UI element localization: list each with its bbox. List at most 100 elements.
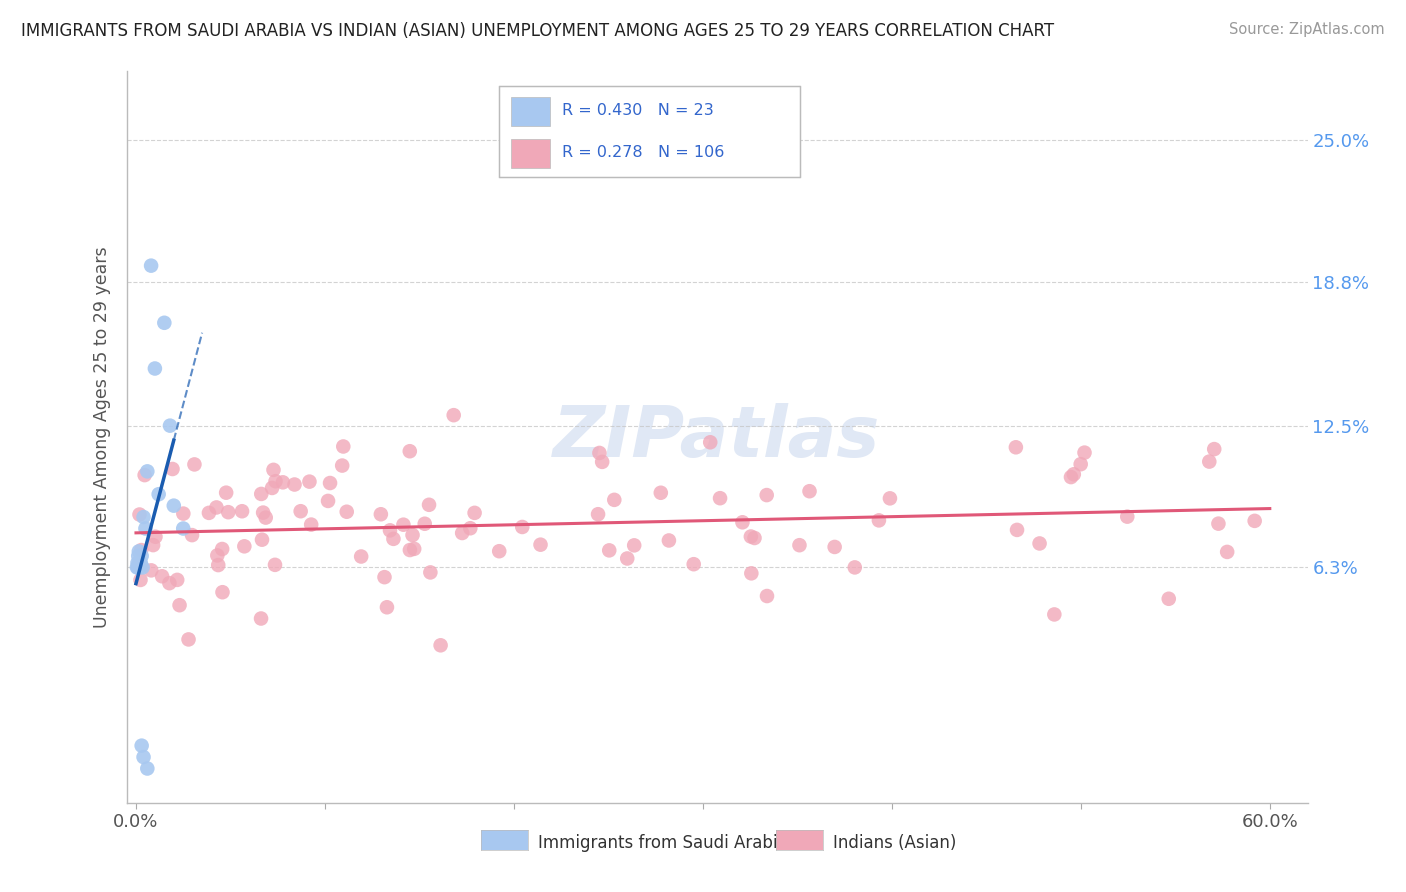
Point: [128, 544, 150, 558]
Text: ZIPatlas: ZIPatlas: [554, 402, 880, 472]
Point: [211, 585, 233, 599]
Point: [404, 541, 426, 556]
Point: [127, 556, 149, 570]
Point: [330, 458, 353, 473]
Point: [429, 638, 451, 652]
Point: [740, 566, 762, 581]
Point: [1063, 467, 1085, 482]
Point: [370, 508, 392, 522]
Point: [132, 750, 155, 764]
Point: [264, 474, 287, 488]
Point: [1060, 470, 1083, 484]
Point: [1005, 440, 1028, 454]
Point: [1204, 442, 1226, 456]
Point: [177, 632, 200, 647]
Point: [1116, 509, 1139, 524]
Point: [1073, 445, 1095, 459]
Point: [271, 475, 294, 490]
Point: [399, 543, 422, 558]
Text: Source: ZipAtlas.com: Source: ZipAtlas.com: [1229, 22, 1385, 37]
Point: [264, 558, 287, 572]
Point: [740, 529, 762, 543]
Point: [211, 541, 233, 556]
Point: [136, 762, 159, 776]
Point: [1208, 516, 1230, 531]
Point: [127, 560, 149, 574]
Point: [205, 500, 228, 515]
Point: [283, 477, 305, 491]
Point: [586, 507, 609, 521]
Point: [418, 498, 440, 512]
Point: [373, 570, 395, 584]
Point: [419, 566, 441, 580]
Point: [163, 499, 186, 513]
Point: [1043, 607, 1066, 622]
Point: [262, 481, 284, 495]
Point: [263, 463, 285, 477]
Point: [153, 316, 176, 330]
Point: [1198, 454, 1220, 468]
Point: [1216, 545, 1239, 559]
Point: [172, 507, 194, 521]
Point: [332, 440, 354, 454]
Point: [682, 558, 704, 572]
Point: [128, 560, 150, 574]
Point: [217, 505, 239, 519]
Point: [731, 516, 754, 530]
Point: [207, 549, 229, 563]
Point: [378, 524, 401, 538]
Point: [128, 508, 150, 522]
Point: [139, 259, 162, 273]
Point: [142, 538, 165, 552]
Point: [868, 513, 890, 527]
Point: [458, 521, 481, 535]
Point: [172, 521, 194, 535]
Point: [129, 573, 152, 587]
Point: [1070, 457, 1092, 471]
Text: Immigrants from Saudi Arabia: Immigrants from Saudi Arabia: [537, 834, 787, 852]
Point: [319, 476, 342, 491]
Point: [231, 504, 253, 518]
Point: [250, 533, 273, 547]
Point: [350, 549, 373, 564]
Point: [799, 484, 821, 499]
Point: [879, 491, 901, 506]
Point: [141, 563, 163, 577]
Point: [290, 504, 312, 518]
Point: [382, 532, 405, 546]
Point: [844, 560, 866, 574]
Point: [198, 506, 221, 520]
Point: [136, 464, 159, 478]
Point: [789, 538, 811, 552]
Point: [134, 468, 156, 483]
Point: [148, 487, 170, 501]
Point: [623, 538, 645, 552]
Point: [150, 569, 173, 583]
Point: [131, 549, 153, 563]
Point: [250, 611, 273, 625]
Point: [132, 510, 155, 524]
Point: [464, 506, 486, 520]
Point: [1157, 591, 1180, 606]
Point: [181, 528, 204, 542]
Point: [443, 408, 465, 422]
Point: [207, 558, 229, 572]
Point: [755, 488, 778, 502]
Point: [169, 598, 191, 612]
Point: [233, 539, 256, 553]
Point: [125, 560, 148, 574]
Point: [129, 556, 152, 570]
Point: [166, 573, 188, 587]
Point: [1243, 514, 1265, 528]
Point: [588, 446, 610, 460]
Point: [143, 361, 166, 376]
Point: [159, 418, 181, 433]
Point: [131, 739, 153, 753]
Point: [162, 462, 184, 476]
Point: [398, 444, 420, 458]
Point: [756, 589, 779, 603]
Point: [824, 540, 846, 554]
Point: [298, 475, 321, 489]
Point: [658, 533, 681, 548]
Point: [591, 455, 613, 469]
